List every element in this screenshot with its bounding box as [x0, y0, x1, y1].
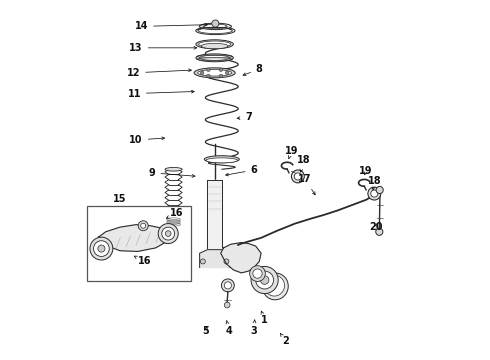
- Circle shape: [90, 237, 113, 260]
- Ellipse shape: [165, 167, 182, 171]
- FancyBboxPatch shape: [87, 206, 191, 281]
- Text: 19: 19: [285, 146, 298, 159]
- Circle shape: [162, 227, 174, 240]
- Text: 14: 14: [135, 21, 207, 31]
- Circle shape: [200, 259, 205, 264]
- Text: 7: 7: [237, 112, 252, 122]
- Ellipse shape: [265, 275, 285, 296]
- Text: 6: 6: [226, 165, 257, 176]
- Ellipse shape: [166, 215, 181, 222]
- Circle shape: [219, 68, 222, 72]
- Circle shape: [225, 71, 229, 75]
- Circle shape: [207, 68, 210, 72]
- Ellipse shape: [197, 69, 232, 76]
- Text: 10: 10: [129, 135, 165, 145]
- Circle shape: [224, 282, 231, 289]
- Ellipse shape: [199, 55, 230, 60]
- Circle shape: [158, 224, 178, 244]
- Circle shape: [294, 173, 301, 180]
- Ellipse shape: [206, 158, 238, 163]
- Circle shape: [141, 223, 146, 228]
- Circle shape: [256, 271, 273, 289]
- Text: 8: 8: [243, 64, 263, 76]
- Text: 17: 17: [298, 174, 315, 195]
- Circle shape: [371, 190, 378, 197]
- Ellipse shape: [198, 41, 231, 48]
- Polygon shape: [199, 249, 230, 267]
- Text: 16: 16: [167, 208, 184, 218]
- Circle shape: [251, 266, 278, 294]
- Text: 5: 5: [202, 326, 209, 336]
- Text: 15: 15: [113, 194, 126, 203]
- Ellipse shape: [198, 28, 232, 33]
- Circle shape: [224, 259, 229, 264]
- Text: 12: 12: [127, 68, 192, 78]
- Circle shape: [260, 276, 269, 284]
- Circle shape: [253, 269, 262, 278]
- Circle shape: [94, 241, 109, 256]
- Text: 3: 3: [250, 320, 257, 336]
- Text: 16: 16: [134, 256, 151, 266]
- Circle shape: [207, 74, 210, 78]
- Polygon shape: [220, 243, 261, 273]
- Text: 18: 18: [368, 176, 381, 190]
- Circle shape: [292, 170, 304, 183]
- Ellipse shape: [194, 68, 235, 78]
- Text: 9: 9: [149, 168, 195, 178]
- Text: 2: 2: [280, 333, 290, 346]
- Circle shape: [212, 20, 219, 27]
- Ellipse shape: [167, 219, 181, 225]
- Text: 1: 1: [261, 311, 268, 325]
- Circle shape: [165, 231, 171, 237]
- Circle shape: [224, 302, 230, 308]
- Ellipse shape: [204, 24, 227, 29]
- Text: 20: 20: [370, 222, 383, 232]
- Ellipse shape: [196, 27, 235, 35]
- Circle shape: [219, 74, 222, 78]
- Ellipse shape: [199, 23, 231, 30]
- Ellipse shape: [204, 156, 239, 163]
- Circle shape: [200, 71, 204, 75]
- Circle shape: [376, 228, 383, 235]
- Circle shape: [98, 245, 105, 252]
- Polygon shape: [98, 225, 170, 251]
- Ellipse shape: [196, 54, 233, 62]
- Text: 4: 4: [225, 320, 232, 336]
- Circle shape: [368, 187, 381, 200]
- Circle shape: [249, 266, 266, 282]
- Text: 13: 13: [129, 43, 196, 53]
- Ellipse shape: [263, 273, 288, 300]
- Circle shape: [221, 279, 234, 292]
- Text: 18: 18: [297, 156, 311, 172]
- Circle shape: [376, 186, 383, 194]
- Circle shape: [138, 221, 148, 231]
- Text: 11: 11: [127, 89, 194, 99]
- Text: 19: 19: [359, 166, 372, 176]
- Ellipse shape: [201, 43, 228, 49]
- Ellipse shape: [196, 40, 233, 49]
